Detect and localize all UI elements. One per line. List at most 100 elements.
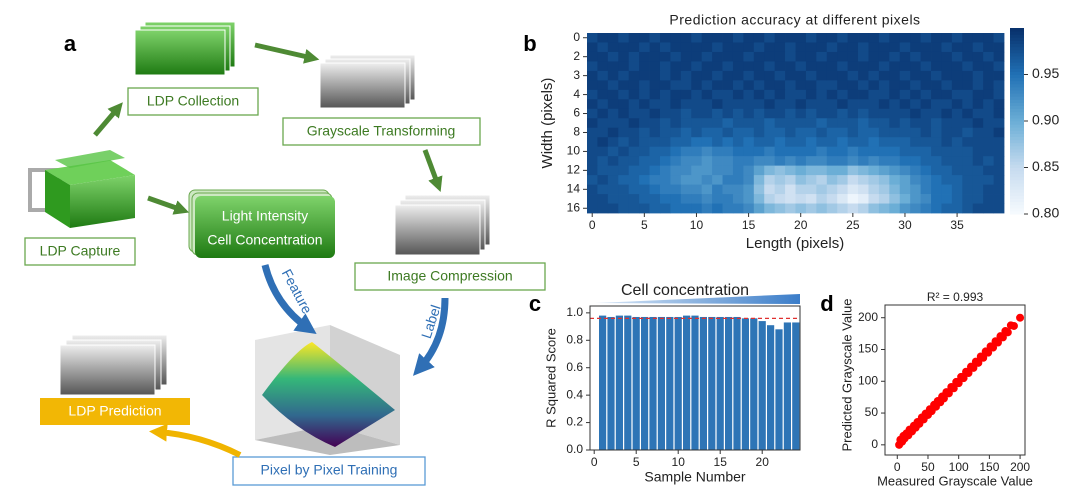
heatmap-cell [889, 118, 901, 129]
heatmap-cell [951, 165, 963, 176]
heatmap-cell [889, 184, 901, 195]
heatmap-cell [712, 194, 723, 204]
heatmap-cell [826, 70, 838, 81]
concentration-wedge [595, 294, 800, 304]
heatmap-cell [722, 99, 734, 110]
heatmap-cell [732, 156, 744, 167]
heatmap-cell [649, 89, 661, 100]
x-tick-label: 0 [894, 460, 901, 474]
heatmap-cell [618, 108, 630, 119]
heatmap-cell [680, 42, 692, 53]
heatmap-cell [920, 118, 932, 129]
bar [775, 329, 783, 450]
heatmap-cell [753, 156, 765, 167]
heatmap-cell [774, 137, 786, 148]
heatmap-cell [920, 70, 932, 81]
heatmap-cell [743, 137, 755, 148]
heatmap-cell [764, 184, 776, 195]
heatmap-cell [701, 175, 713, 185]
node-label: Pixel by Pixel Training [261, 462, 398, 478]
y-tick-label: 10 [567, 144, 581, 158]
heatmap-cell [701, 165, 713, 176]
heatmap-cell [795, 61, 807, 72]
heatmap-cell [889, 108, 901, 119]
heatmap-cell [931, 146, 942, 157]
heatmap-cell [722, 70, 734, 81]
heatmap-cell [649, 80, 661, 91]
heatmap-cell [712, 70, 723, 81]
heatmap-cell [587, 184, 598, 195]
heatmap-cell [826, 137, 838, 148]
heatmap-cell [858, 175, 869, 185]
heatmap-cell [753, 137, 765, 148]
heatmap-cell [607, 80, 619, 91]
heatmap-cell [691, 165, 703, 176]
heatmap-cell [587, 137, 598, 148]
heatmap-cell [889, 33, 901, 43]
x-axis-label: Measured Grayscale Value [877, 473, 1033, 488]
heatmap-cell [951, 156, 963, 167]
heatmap-cell [993, 61, 1005, 72]
y-tick-label: 14 [567, 181, 581, 195]
y-tick-label: 0.6 [566, 360, 583, 374]
node-box [127, 87, 259, 116]
heatmap-cell [597, 61, 609, 72]
heatmap-cell [816, 127, 828, 138]
heatmap-cell [837, 184, 849, 195]
heatmap-cell [764, 203, 776, 214]
heatmap-cell [795, 127, 807, 138]
heatmap-cell [899, 70, 911, 81]
heatmap-cell [670, 42, 682, 53]
heatmap-cell [753, 89, 765, 100]
heatmap-cell [743, 127, 755, 138]
arrow [261, 264, 317, 335]
arrow [147, 195, 190, 215]
heatmap-cell [743, 42, 755, 53]
heatmap-cell [680, 33, 692, 43]
heatmap-cell [858, 89, 869, 100]
heatmap-cell [597, 137, 609, 148]
heatmap-cell [910, 175, 921, 185]
heatmap-cell [712, 127, 723, 138]
heatmap-cell [607, 108, 619, 119]
heatmap-cell [868, 33, 880, 43]
heatmap-cell [691, 146, 703, 157]
heatmap-cell [722, 137, 734, 148]
chart-title: R² = 0.993 [927, 290, 984, 304]
heatmap-cell [649, 108, 661, 119]
heatmap-cell [639, 51, 650, 62]
bar [792, 322, 800, 450]
heatmap-cell [753, 175, 765, 185]
heatmap-cell [764, 33, 776, 43]
bar [666, 316, 674, 450]
heatmap-cell [743, 70, 755, 81]
heatmap-cell [732, 99, 744, 110]
heatmap-cell [587, 165, 598, 176]
heatmap-cell [878, 203, 890, 214]
colorbar-segment [1010, 111, 1024, 116]
heatmap-cell [993, 51, 1005, 62]
colorbar-tick-label: 0.90 [1032, 112, 1059, 128]
heatmap-cell [701, 99, 713, 110]
heatmap-cell [878, 194, 890, 204]
colorbar-segment [1010, 179, 1024, 184]
heatmap-cell [920, 156, 932, 167]
y-tick-label: 0.0 [566, 442, 583, 456]
heatmap-cell [774, 89, 786, 100]
heatmap-cell [774, 80, 786, 91]
heatmap-cell [858, 184, 869, 195]
heatmap-cell [795, 194, 807, 204]
heatmap-cell [774, 127, 786, 138]
heatmap-cell [910, 203, 921, 214]
colorbar-segment [1010, 192, 1024, 196]
heatmap-cell [774, 70, 786, 81]
heatmap-cell [639, 70, 650, 81]
heatmap-cell [816, 118, 828, 129]
heatmap-cell [951, 80, 963, 91]
heatmap-cell [847, 80, 859, 91]
heatmap-cell [785, 137, 796, 148]
heatmap-cell [670, 108, 682, 119]
y-tick-label: 0.8 [566, 332, 583, 346]
heatmap-cell [931, 194, 942, 204]
colorbar-segment [1010, 173, 1024, 178]
